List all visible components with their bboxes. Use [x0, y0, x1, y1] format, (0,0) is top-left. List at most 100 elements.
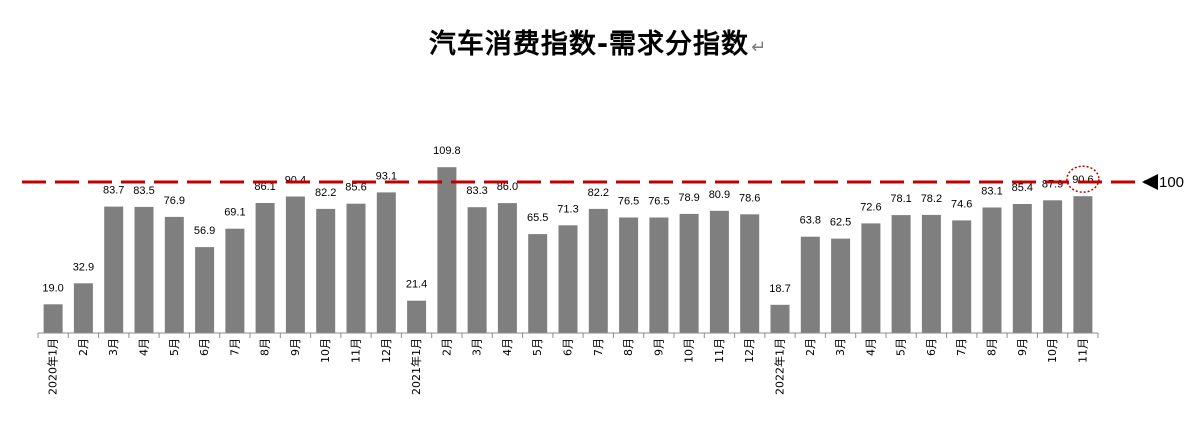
chart-title: 汽车消费指数-需求分指数 ↵ [0, 22, 1196, 61]
bar-19 [619, 217, 639, 333]
value-label-18: 82.2 [588, 187, 609, 199]
value-label-14: 83.3 [466, 185, 487, 197]
bar-7 [255, 203, 275, 333]
value-label-27: 72.6 [860, 201, 881, 213]
x-tick-label-18: 7月 [592, 338, 605, 356]
value-label-21: 78.9 [678, 192, 699, 204]
x-tick-label-2: 3月 [107, 338, 120, 356]
x-tick-label-34: 11月 [1076, 338, 1089, 363]
value-label-11: 93.1 [376, 170, 397, 182]
bar-2 [104, 206, 124, 333]
x-tick-label-30: 7月 [955, 338, 968, 356]
value-labels-layer: 19.032.983.783.576.956.969.186.190.482.2… [42, 145, 1093, 295]
x-tick-label-26: 3月 [834, 338, 847, 356]
chart-title-text: 汽车消费指数-需求分指数 [428, 29, 750, 60]
value-label-5: 56.9 [194, 225, 215, 237]
value-label-24: 18.7 [769, 283, 790, 295]
bar-24 [770, 304, 790, 333]
value-label-0: 19.0 [42, 282, 63, 294]
x-tick-label-3: 4月 [138, 338, 151, 356]
reference-layer: 100 [22, 165, 1184, 193]
value-label-33: 87.9 [1042, 178, 1063, 190]
value-label-1: 32.9 [73, 261, 94, 273]
bars-layer [43, 167, 1093, 333]
value-label-4: 76.9 [164, 195, 185, 207]
bar-34 [1073, 196, 1093, 333]
value-label-2: 83.7 [103, 185, 124, 197]
x-tick-label-21: 10月 [683, 338, 696, 363]
x-tick-label-11: 12月 [380, 338, 393, 363]
bar-30 [952, 220, 972, 333]
x-tick-label-33: 10月 [1046, 338, 1059, 363]
x-tick-label-25: 2月 [804, 338, 817, 356]
x-tick-label-19: 8月 [622, 338, 635, 356]
value-label-16: 65.5 [527, 212, 548, 224]
reference-line-label: 100 [1159, 174, 1184, 191]
value-label-19: 76.5 [618, 196, 639, 208]
value-label-12: 21.4 [406, 279, 427, 291]
bar-18 [588, 208, 608, 333]
value-label-9: 82.2 [315, 187, 336, 199]
value-label-25: 63.8 [800, 215, 821, 227]
bar-1 [73, 283, 93, 333]
value-label-15: 86.0 [497, 181, 518, 193]
x-tick-label-5: 6月 [198, 338, 211, 356]
value-label-22: 80.9 [709, 189, 730, 201]
bar-20 [649, 217, 669, 333]
bar-14 [467, 207, 487, 333]
x-tick-label-31: 8月 [986, 338, 999, 356]
bar-21 [679, 213, 699, 333]
x-tick-label-14: 3月 [471, 338, 484, 356]
x-tick-label-17: 6月 [562, 338, 575, 356]
value-label-30: 74.6 [951, 198, 972, 210]
value-label-13: 109.8 [433, 145, 461, 157]
bar-9 [316, 208, 336, 333]
bar-31 [982, 207, 1002, 333]
bar-33 [1043, 200, 1063, 333]
x-tick-label-7: 8月 [259, 338, 272, 356]
x-tick-label-6: 7月 [228, 338, 241, 356]
x-tick-label-13: 2月 [440, 338, 453, 356]
bar-0 [43, 304, 63, 333]
x-tick-label-1: 2月 [77, 338, 90, 356]
bar-8 [285, 196, 305, 333]
bar-13 [437, 167, 457, 333]
x-tick-label-20: 9月 [652, 338, 665, 356]
x-tick-label-10: 11月 [350, 338, 363, 363]
x-tick-label-16: 5月 [531, 338, 544, 356]
value-label-32: 85.4 [1012, 182, 1033, 194]
highlight-circle [1066, 165, 1100, 193]
bar-32 [1012, 204, 1032, 333]
x-tick-label-4: 5月 [168, 338, 181, 356]
x-tick-label-23: 12月 [743, 338, 756, 363]
bar-10 [346, 203, 366, 333]
value-label-3: 83.5 [133, 185, 154, 197]
bar-4 [164, 216, 184, 333]
x-tick-label-32: 9月 [1016, 338, 1029, 356]
x-tick-label-15: 4月 [501, 338, 514, 356]
bar-16 [528, 234, 548, 333]
value-label-26: 62.5 [830, 217, 851, 229]
x-tick-label-8: 9月 [289, 338, 302, 356]
value-label-31: 83.1 [981, 186, 1002, 198]
bar-25 [800, 236, 820, 333]
value-label-29: 78.2 [921, 193, 942, 205]
value-label-10: 85.6 [345, 182, 366, 194]
x-tick-label-28: 5月 [895, 338, 908, 356]
x-axis-layer: 2020年1月 2月 3月 4月 5月 6月 7月 8月 9月 10月 11月 12月 2021年1月 2… [37, 332, 1099, 395]
bar-5 [195, 247, 215, 333]
x-tick-label-27: 4月 [864, 338, 877, 356]
x-tick-label-22: 11月 [713, 338, 726, 363]
reference-arrow-icon [1142, 174, 1158, 190]
x-tick-label-9: 10月 [319, 338, 332, 363]
bar-6 [225, 228, 245, 333]
bar-12 [407, 300, 427, 333]
value-label-6: 69.1 [224, 207, 245, 219]
bar-23 [740, 214, 760, 333]
value-label-34: 90.6 [1072, 174, 1093, 186]
bar-22 [709, 210, 729, 333]
value-label-17: 71.3 [557, 203, 578, 215]
value-label-28: 78.1 [890, 193, 911, 205]
x-tick-label-0: 2020年1月 [46, 338, 60, 395]
